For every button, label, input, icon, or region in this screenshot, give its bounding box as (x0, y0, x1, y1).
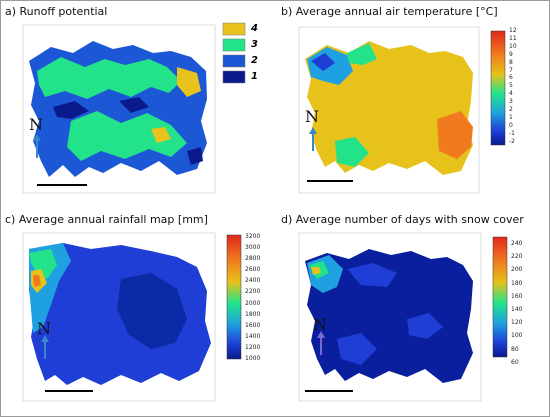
tick-label: -2 (509, 137, 515, 145)
tick-label: 100 (511, 332, 523, 340)
tick-label: 80 (511, 345, 519, 353)
tick-label: 4 (509, 90, 513, 98)
north-arrowhead (309, 127, 317, 134)
tick-label: 2200 (245, 288, 261, 296)
north-arrowhead (33, 134, 41, 141)
tick-label: -1 (509, 129, 515, 137)
temperature-cool-southwest (335, 137, 369, 167)
tick-label: 1000 (245, 355, 261, 363)
runoff-map (22, 22, 246, 194)
tick-label: 1600 (245, 321, 261, 329)
tick-label: 9 (509, 50, 513, 58)
tick-label: 0 (509, 121, 513, 129)
tick-label: 200 (511, 266, 523, 274)
north-arrowhead (317, 331, 325, 338)
region-class-3 (37, 57, 181, 99)
legend-label-3: 3 (251, 39, 258, 50)
north-label: N (37, 319, 51, 338)
tick-label: 3000 (245, 244, 261, 252)
tick-label: 5 (509, 82, 513, 90)
tick-label: 3 (509, 98, 513, 106)
tick-label: 240 (511, 240, 523, 247)
tick-label: 7 (509, 66, 513, 74)
tick-label: 10 (509, 42, 517, 50)
tick-label: 1800 (245, 310, 261, 318)
snow-very-high-patch (311, 267, 321, 275)
tick-label: 6 (509, 74, 513, 82)
tick-label: 3200 (245, 233, 261, 240)
north-label: N (313, 315, 327, 334)
legend-swatch-3 (222, 38, 246, 52)
temperature-map (298, 26, 506, 194)
rainfall-lowest-east (117, 273, 187, 349)
rainfall-colorbar (226, 234, 242, 360)
tick-label: 2600 (245, 266, 261, 274)
tick-label: 1 (509, 113, 513, 121)
snow-ticks: 240 220 200 180 160 140 120 100 80 60 (511, 237, 522, 369)
tick-label: 8 (509, 58, 513, 66)
tick-label: 120 (511, 319, 523, 327)
legend-label-1: 1 (251, 71, 258, 82)
region-class-1-central (119, 97, 149, 113)
panel-runoff-potential: a) Runoff potential N 4 3 2 1 (1, 1, 275, 207)
panel-air-temperature: b) Average annual air temperature [°C] (277, 1, 549, 207)
temperature-ticks: 12 11 10 9 8 7 6 5 4 3 2 1 0 -1 -2 (509, 27, 517, 146)
snow-cover-map (298, 232, 508, 402)
runoff-legend (222, 22, 246, 84)
tick-label: 2000 (245, 299, 261, 307)
region-class-1-south (187, 147, 203, 165)
tick-label: 2400 (245, 277, 261, 285)
panel-title: d) Average number of days with snow cove… (281, 213, 524, 226)
tick-label: 11 (509, 34, 517, 42)
panel-title: a) Runoff potential (5, 5, 108, 18)
region-class-4-patch (151, 127, 171, 143)
legend-swatch-1 (222, 70, 246, 84)
legend-label-2: 2 (251, 55, 258, 66)
snow-colorbar (492, 236, 508, 358)
tick-label: 2 (509, 106, 513, 114)
tick-label: 160 (511, 292, 523, 300)
tick-label: 1200 (245, 343, 261, 351)
region-class-3-south (67, 111, 187, 161)
panel-rainfall: c) Average annual rainfall map [mm] (1, 209, 275, 416)
tick-label: 140 (511, 306, 523, 314)
region-class-1-west (53, 101, 89, 119)
temperature-colorbar (490, 30, 506, 146)
temperature-cool-north (347, 43, 377, 65)
temperature-hot-southeast (437, 111, 473, 159)
snow-moderate-central (407, 313, 443, 339)
tick-label: 12 (509, 27, 517, 34)
snow-moderate-north (347, 263, 397, 287)
panel-snow-cover: d) Average number of days with snow cove… (277, 209, 549, 416)
legend-swatch-2 (222, 54, 246, 68)
rainfall-high-west (29, 249, 57, 279)
legend-label-4: 4 (251, 23, 258, 34)
tick-label: 1400 (245, 332, 261, 340)
region-class-4-east (177, 67, 201, 97)
tick-label: 60 (511, 358, 519, 366)
north-label: N (29, 115, 43, 134)
north-arrowhead (41, 335, 49, 342)
panel-title: c) Average annual rainfall map [mm] (5, 213, 208, 226)
tick-label: 220 (511, 253, 523, 261)
temperature-coldest-northwest (311, 53, 335, 71)
panel-title: b) Average annual air temperature [°C] (281, 5, 498, 18)
rainfall-map (22, 232, 242, 402)
snow-moderate-southwest (337, 333, 377, 365)
legend-swatch-4 (222, 22, 246, 36)
rainfall-peak-patch (33, 275, 41, 287)
tick-label: 2800 (245, 255, 261, 263)
tick-label: 180 (511, 279, 523, 287)
north-label: N (305, 107, 319, 126)
rainfall-ticks: 3200 3000 2800 2600 2400 2200 2000 1800 … (245, 231, 260, 364)
